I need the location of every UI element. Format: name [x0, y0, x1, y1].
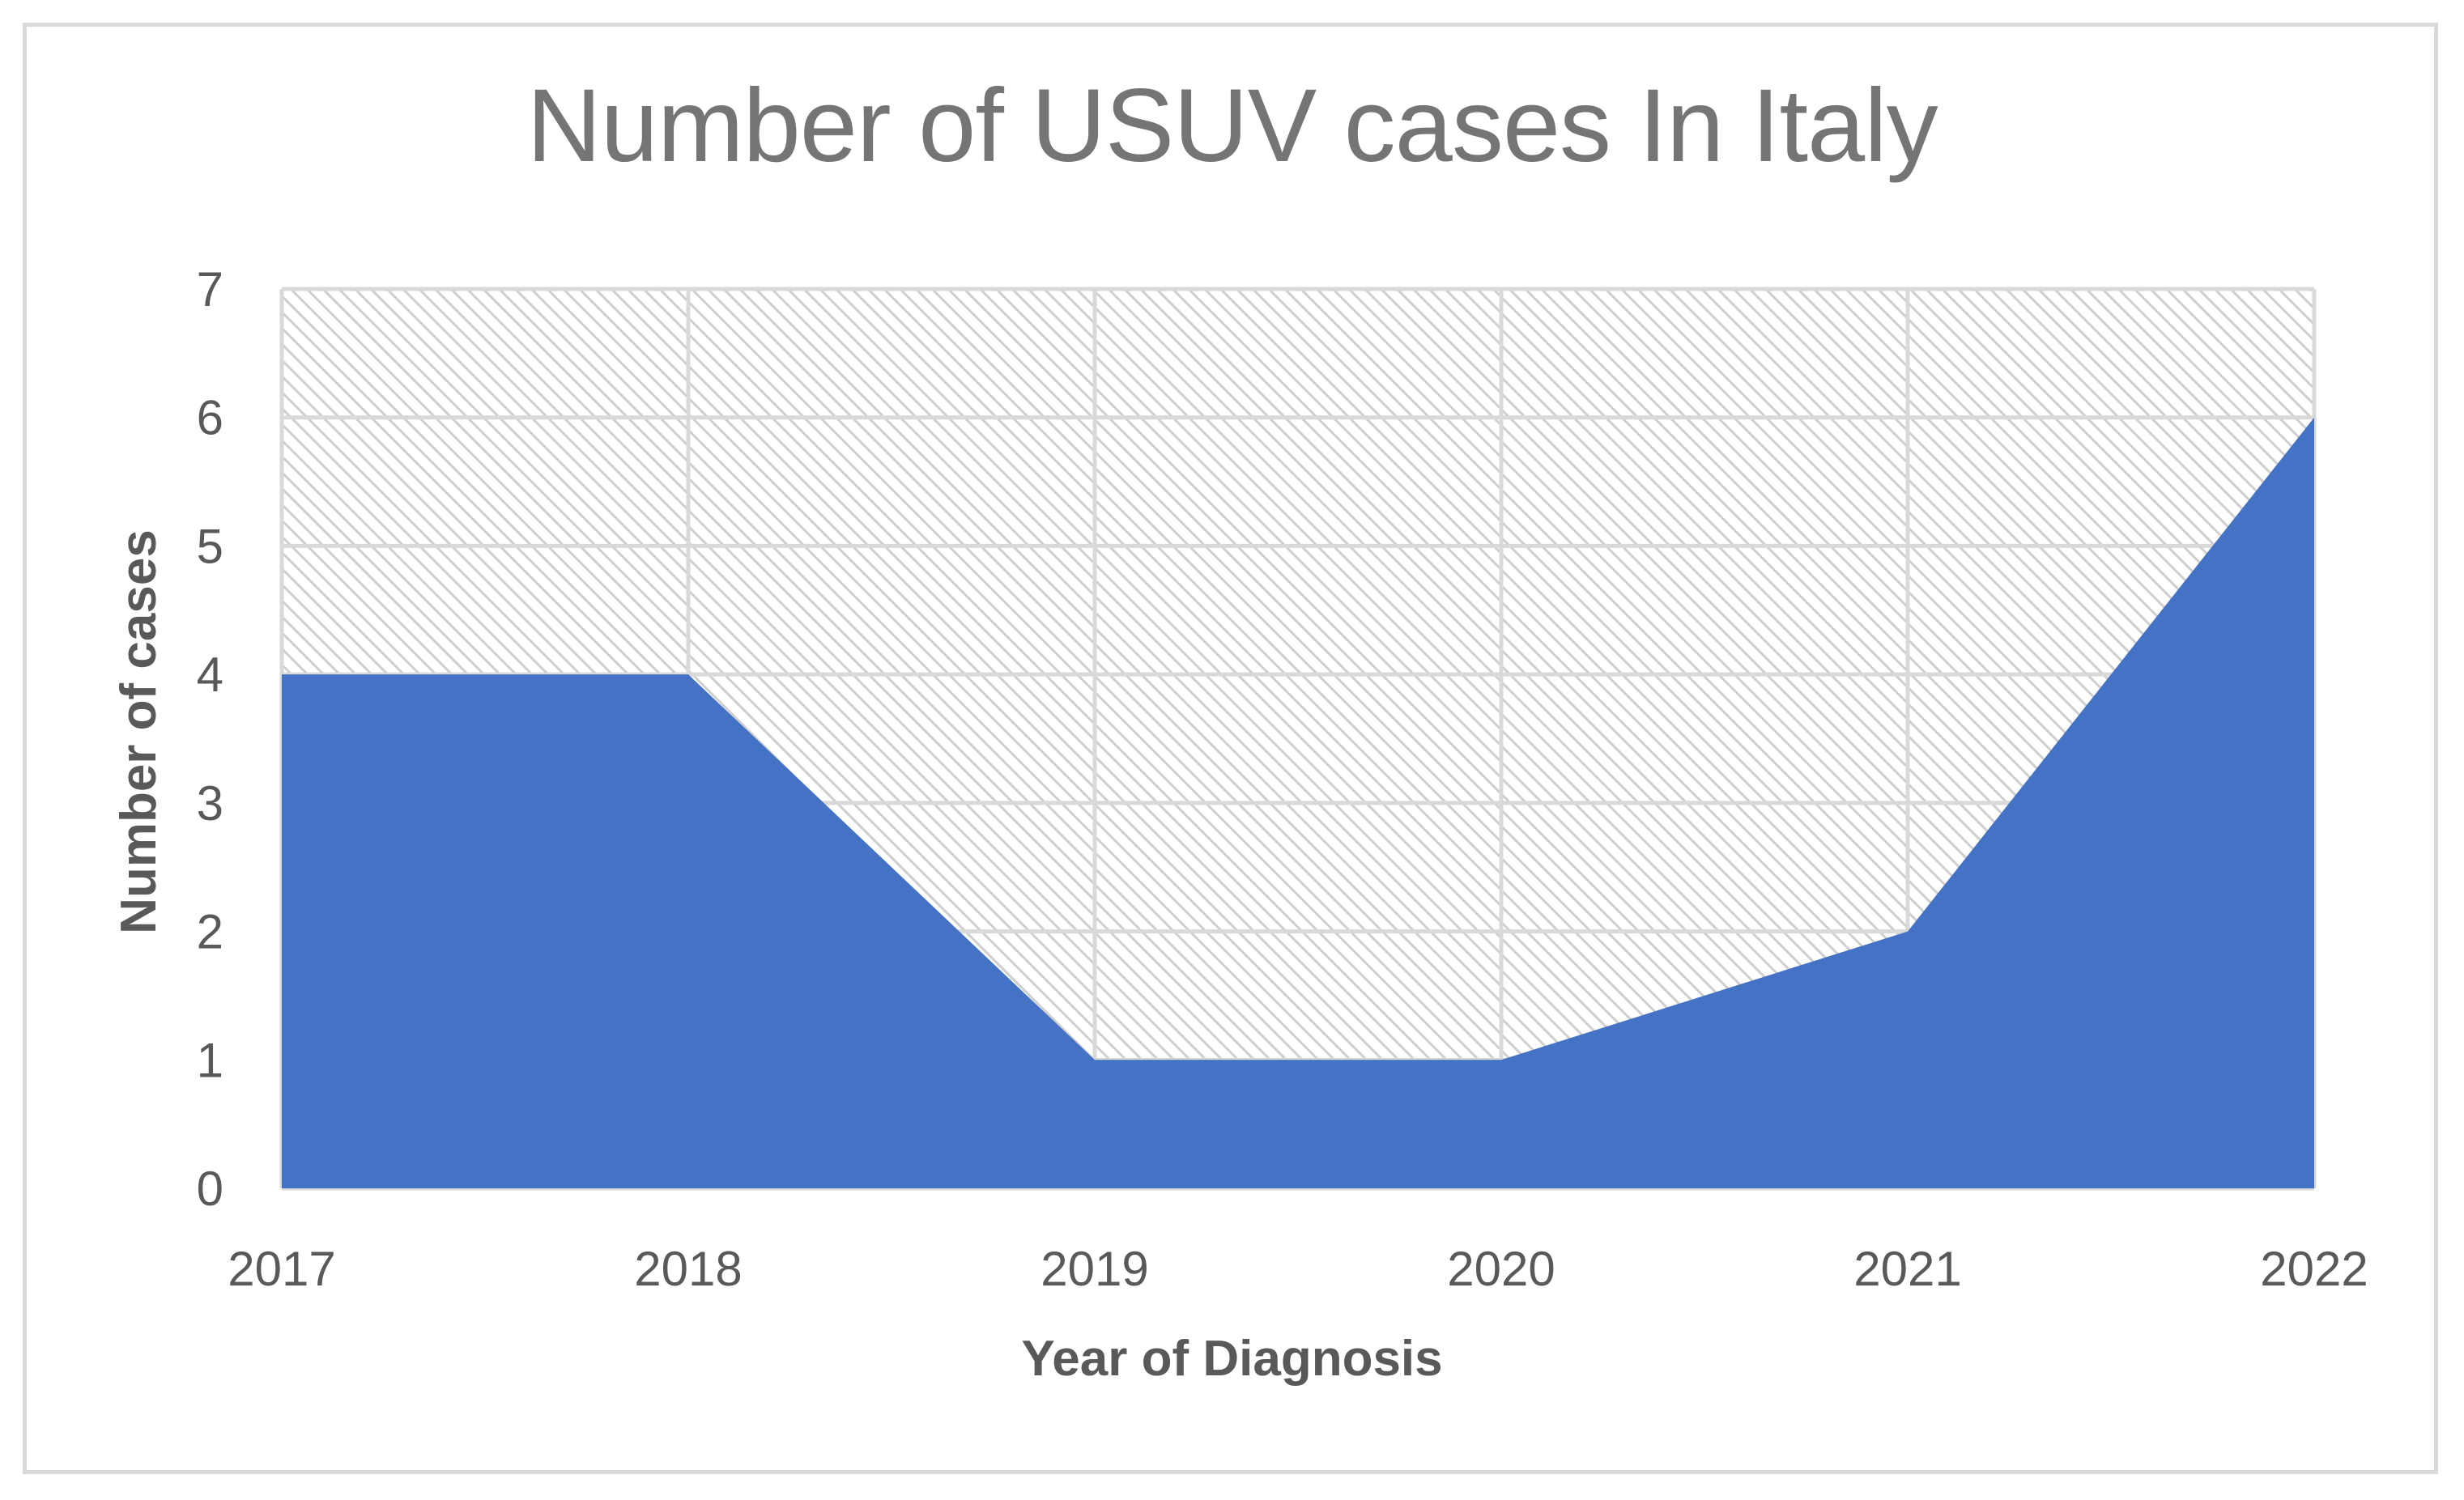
y-tick-label-1: 1 — [197, 1033, 223, 1087]
area-series — [282, 417, 2314, 1188]
y-tick-label-2: 2 — [197, 905, 223, 959]
x-axis-title: Year of Diagnosis — [1021, 1331, 1443, 1387]
x-tick-label-5: 2022 — [2260, 1242, 2368, 1296]
x-tick-label-1: 2018 — [634, 1242, 742, 1296]
x-axis-ticks: 2017 2018 2019 2020 2021 2022 — [228, 1242, 2368, 1296]
x-tick-label-4: 2021 — [1853, 1242, 1961, 1296]
y-tick-label-3: 3 — [197, 776, 223, 831]
y-tick-label-4: 4 — [197, 648, 223, 702]
y-tick-label-5: 5 — [197, 519, 223, 573]
y-tick-label-7: 7 — [197, 262, 223, 317]
x-tick-label-0: 2017 — [228, 1242, 335, 1296]
x-tick-label-2: 2019 — [1040, 1242, 1148, 1296]
chart-title: Number of USUV cases In Italy — [526, 68, 1938, 184]
x-tick-label-3: 2020 — [1447, 1242, 1555, 1296]
y-tick-label-0: 0 — [197, 1162, 223, 1216]
y-axis-title: Number of cases — [111, 529, 167, 934]
y-tick-label-6: 6 — [197, 391, 223, 445]
y-axis-ticks: 0 1 2 3 4 5 6 7 — [197, 262, 223, 1216]
